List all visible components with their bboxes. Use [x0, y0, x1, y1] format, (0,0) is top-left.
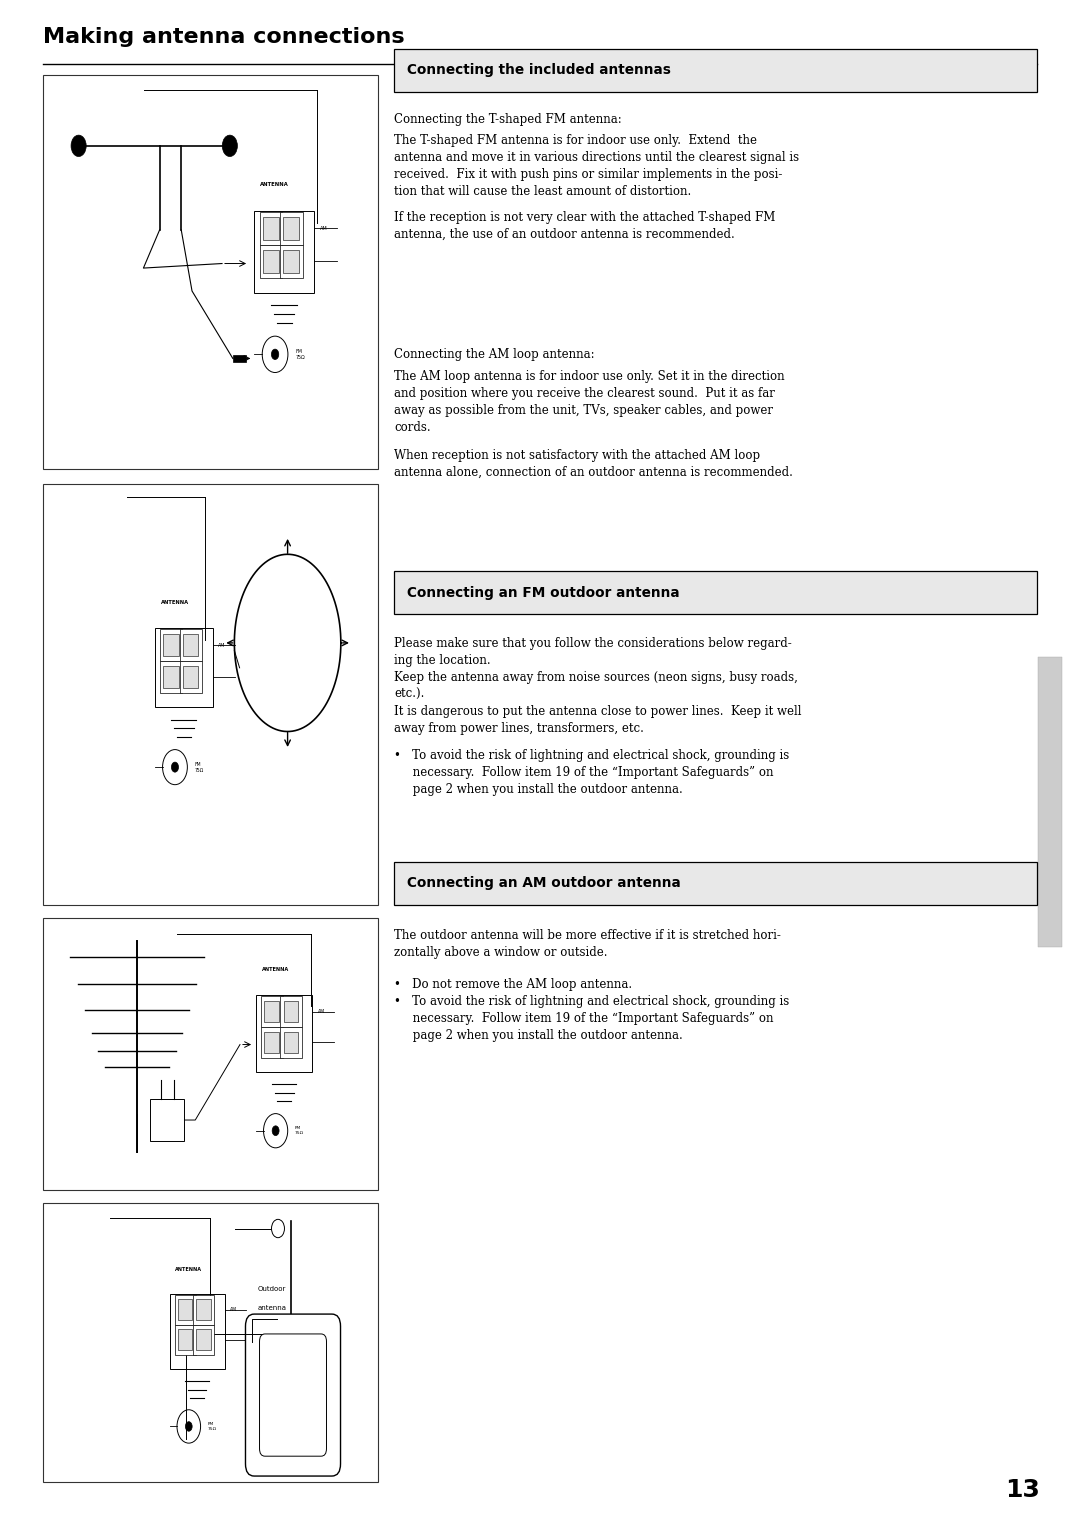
Bar: [284, 1001, 298, 1022]
Bar: [163, 634, 179, 657]
Bar: [394, 571, 1037, 614]
Bar: [265, 1031, 280, 1053]
Text: The T-shaped FM antenna is for indoor use only.  Extend  the
antenna and move it: The T-shaped FM antenna is for indoor us…: [394, 134, 799, 199]
Bar: [256, 995, 312, 1073]
Bar: [160, 662, 183, 692]
Circle shape: [271, 348, 279, 359]
Bar: [43, 918, 378, 1190]
Bar: [43, 484, 378, 905]
Text: AM: AM: [320, 226, 327, 231]
Text: FM
75Ω: FM 75Ω: [194, 762, 204, 773]
Circle shape: [177, 1410, 201, 1442]
Bar: [150, 1099, 185, 1141]
Bar: [264, 217, 279, 240]
Bar: [260, 244, 283, 278]
Bar: [255, 211, 314, 293]
Bar: [280, 244, 302, 278]
Bar: [283, 217, 299, 240]
Bar: [193, 1294, 214, 1325]
Bar: [284, 1031, 298, 1053]
Text: ANTENNA: ANTENNA: [161, 601, 189, 605]
Bar: [193, 1325, 214, 1355]
Bar: [156, 628, 213, 707]
Text: antenna: antenna: [257, 1305, 286, 1311]
Text: The outdoor antenna will be more effective if it is stretched hori-
zontally abo: The outdoor antenna will be more effecti…: [394, 929, 781, 960]
FancyBboxPatch shape: [259, 1334, 326, 1456]
Text: AM: AM: [318, 1008, 325, 1015]
Bar: [163, 666, 179, 688]
Bar: [43, 1203, 378, 1482]
Text: Connecting an AM outdoor antenna: Connecting an AM outdoor antenna: [407, 876, 680, 891]
Text: FM
75Ω: FM 75Ω: [295, 348, 305, 359]
Text: FM
75Ω: FM 75Ω: [207, 1423, 216, 1430]
Text: Connecting an FM outdoor antenna: Connecting an FM outdoor antenna: [407, 585, 679, 601]
Circle shape: [271, 1219, 284, 1238]
Text: The AM loop antenna is for indoor use only. Set it in the direction
and position: The AM loop antenna is for indoor use on…: [394, 370, 785, 434]
Text: •   Do not remove the AM loop antenna.
•   To avoid the risk of lightning and el: • Do not remove the AM loop antenna. • T…: [394, 978, 789, 1042]
Text: Connecting the included antennas: Connecting the included antennas: [407, 63, 671, 78]
Bar: [394, 49, 1037, 92]
Text: FM
75Ω: FM 75Ω: [295, 1126, 303, 1135]
Bar: [170, 1294, 225, 1369]
Bar: [260, 212, 283, 244]
Text: Please make sure that you follow the considerations below regard-
ing the locati: Please make sure that you follow the con…: [394, 637, 801, 735]
Circle shape: [163, 750, 187, 785]
Circle shape: [264, 1114, 287, 1148]
Bar: [43, 75, 378, 469]
Bar: [179, 630, 202, 662]
Bar: [175, 1294, 195, 1325]
Bar: [197, 1329, 211, 1351]
Text: ANTENNA: ANTENNA: [175, 1267, 202, 1271]
Text: Outdoor: Outdoor: [257, 1287, 286, 1293]
Bar: [184, 634, 199, 657]
Text: •   To avoid the risk of lightning and electrical shock, grounding is
     neces: • To avoid the risk of lightning and ele…: [394, 749, 789, 796]
Bar: [265, 1001, 280, 1022]
Circle shape: [172, 762, 178, 772]
Circle shape: [71, 134, 86, 156]
Bar: [281, 996, 301, 1027]
Text: If the reception is not very clear with the attached T-shaped FM
antenna, the us: If the reception is not very clear with …: [394, 211, 775, 241]
Bar: [281, 1027, 301, 1057]
Bar: [184, 666, 199, 688]
Bar: [261, 1027, 283, 1057]
Circle shape: [262, 336, 288, 373]
Text: Connecting the T-shaped FM antenna:: Connecting the T-shaped FM antenna:: [394, 113, 622, 127]
Text: AM: AM: [230, 1308, 238, 1313]
Text: Connecting the AM loop antenna:: Connecting the AM loop antenna:: [394, 348, 595, 362]
Bar: [178, 1329, 192, 1351]
Circle shape: [222, 134, 238, 156]
Text: AM: AM: [218, 643, 226, 648]
Text: ANTENNA: ANTENNA: [260, 182, 289, 188]
Text: When reception is not satisfactory with the attached AM loop
antenna alone, conn: When reception is not satisfactory with …: [394, 449, 793, 480]
Bar: [233, 356, 246, 362]
Bar: [179, 662, 202, 692]
Circle shape: [186, 1421, 192, 1432]
FancyBboxPatch shape: [245, 1314, 340, 1476]
Bar: [1038, 657, 1062, 947]
Bar: [394, 862, 1037, 905]
Bar: [178, 1299, 192, 1320]
Bar: [160, 630, 183, 662]
Bar: [264, 249, 279, 272]
Bar: [283, 249, 299, 272]
Bar: [175, 1325, 195, 1355]
Bar: [261, 996, 283, 1027]
Text: ANTENNA: ANTENNA: [261, 967, 289, 972]
Bar: [197, 1299, 211, 1320]
Text: Making antenna connections: Making antenna connections: [43, 28, 405, 47]
Text: 13: 13: [1005, 1478, 1040, 1502]
Bar: [280, 212, 302, 244]
Circle shape: [272, 1126, 279, 1135]
